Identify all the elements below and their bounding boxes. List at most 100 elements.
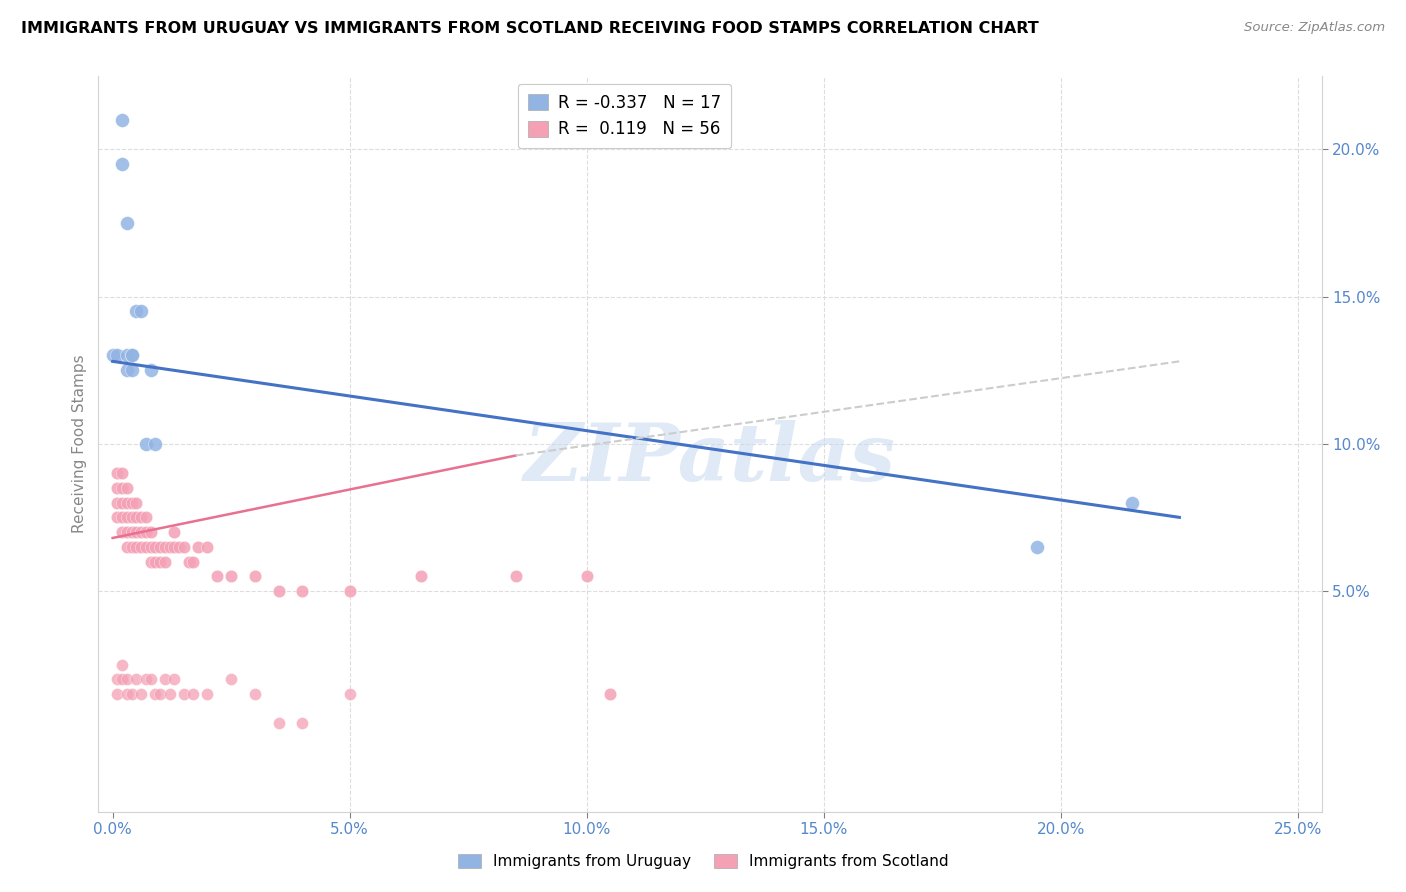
Y-axis label: Receiving Food Stamps: Receiving Food Stamps xyxy=(72,354,87,533)
Point xyxy=(115,540,138,554)
Point xyxy=(291,716,314,731)
Point xyxy=(111,466,134,480)
Point xyxy=(115,524,138,539)
Point xyxy=(111,481,134,495)
Point xyxy=(135,510,157,524)
Point xyxy=(177,554,200,569)
Point xyxy=(143,554,166,569)
Point xyxy=(111,673,134,687)
Point xyxy=(167,540,190,554)
Point xyxy=(125,673,148,687)
Point xyxy=(111,157,134,171)
Point xyxy=(339,583,361,598)
Point xyxy=(139,540,162,554)
Point xyxy=(105,510,128,524)
Point xyxy=(125,495,148,509)
Point xyxy=(121,348,143,362)
Point xyxy=(153,554,176,569)
Point xyxy=(129,524,152,539)
Point xyxy=(135,673,157,687)
Point xyxy=(1026,540,1049,554)
Point xyxy=(129,510,152,524)
Point xyxy=(139,554,162,569)
Point xyxy=(121,524,143,539)
Point xyxy=(339,687,361,701)
Point xyxy=(101,348,124,362)
Point xyxy=(163,524,186,539)
Point xyxy=(121,348,143,362)
Point xyxy=(143,540,166,554)
Point xyxy=(115,510,138,524)
Point xyxy=(187,540,209,554)
Point xyxy=(149,554,172,569)
Point xyxy=(125,510,148,524)
Point xyxy=(173,687,195,701)
Point xyxy=(575,569,598,583)
Point xyxy=(243,687,266,701)
Point xyxy=(121,495,143,509)
Point xyxy=(115,216,138,230)
Point xyxy=(105,687,128,701)
Point xyxy=(409,569,432,583)
Point xyxy=(129,540,152,554)
Point xyxy=(111,510,134,524)
Point xyxy=(267,583,290,598)
Point xyxy=(181,687,204,701)
Point xyxy=(125,524,148,539)
Point xyxy=(121,510,143,524)
Text: IMMIGRANTS FROM URUGUAY VS IMMIGRANTS FROM SCOTLAND RECEIVING FOOD STAMPS CORREL: IMMIGRANTS FROM URUGUAY VS IMMIGRANTS FR… xyxy=(21,21,1039,36)
Point xyxy=(129,687,152,701)
Point xyxy=(149,540,172,554)
Point xyxy=(111,657,134,672)
Point xyxy=(205,569,228,583)
Point xyxy=(111,112,134,127)
Point xyxy=(121,687,143,701)
Point xyxy=(181,554,204,569)
Point xyxy=(105,348,128,362)
Point xyxy=(139,363,162,377)
Legend: Immigrants from Uruguay, Immigrants from Scotland: Immigrants from Uruguay, Immigrants from… xyxy=(451,848,955,875)
Point xyxy=(139,524,162,539)
Point xyxy=(153,673,176,687)
Point xyxy=(219,569,242,583)
Point xyxy=(173,540,195,554)
Point xyxy=(135,436,157,450)
Point xyxy=(105,466,128,480)
Point xyxy=(139,673,162,687)
Point xyxy=(121,363,143,377)
Point xyxy=(163,673,186,687)
Point xyxy=(135,540,157,554)
Point xyxy=(115,495,138,509)
Point xyxy=(149,687,172,701)
Point xyxy=(267,716,290,731)
Point xyxy=(105,481,128,495)
Point xyxy=(159,540,181,554)
Point xyxy=(115,481,138,495)
Text: Source: ZipAtlas.com: Source: ZipAtlas.com xyxy=(1244,21,1385,34)
Point xyxy=(115,348,138,362)
Point xyxy=(163,540,186,554)
Point xyxy=(125,540,148,554)
Point xyxy=(1121,495,1143,509)
Point xyxy=(105,495,128,509)
Point xyxy=(143,687,166,701)
Point xyxy=(599,687,621,701)
Point xyxy=(121,540,143,554)
Point xyxy=(197,687,219,701)
Point xyxy=(505,569,527,583)
Point xyxy=(115,687,138,701)
Point xyxy=(243,569,266,583)
Point xyxy=(219,673,242,687)
Legend: R = -0.337   N = 17, R =  0.119   N = 56: R = -0.337 N = 17, R = 0.119 N = 56 xyxy=(517,84,731,148)
Point xyxy=(105,673,128,687)
Point xyxy=(197,540,219,554)
Point xyxy=(115,363,138,377)
Point xyxy=(153,540,176,554)
Text: ZIPatlas: ZIPatlas xyxy=(524,420,896,497)
Point xyxy=(291,583,314,598)
Point xyxy=(125,304,148,318)
Point xyxy=(111,524,134,539)
Point xyxy=(135,524,157,539)
Point xyxy=(115,673,138,687)
Point xyxy=(129,304,152,318)
